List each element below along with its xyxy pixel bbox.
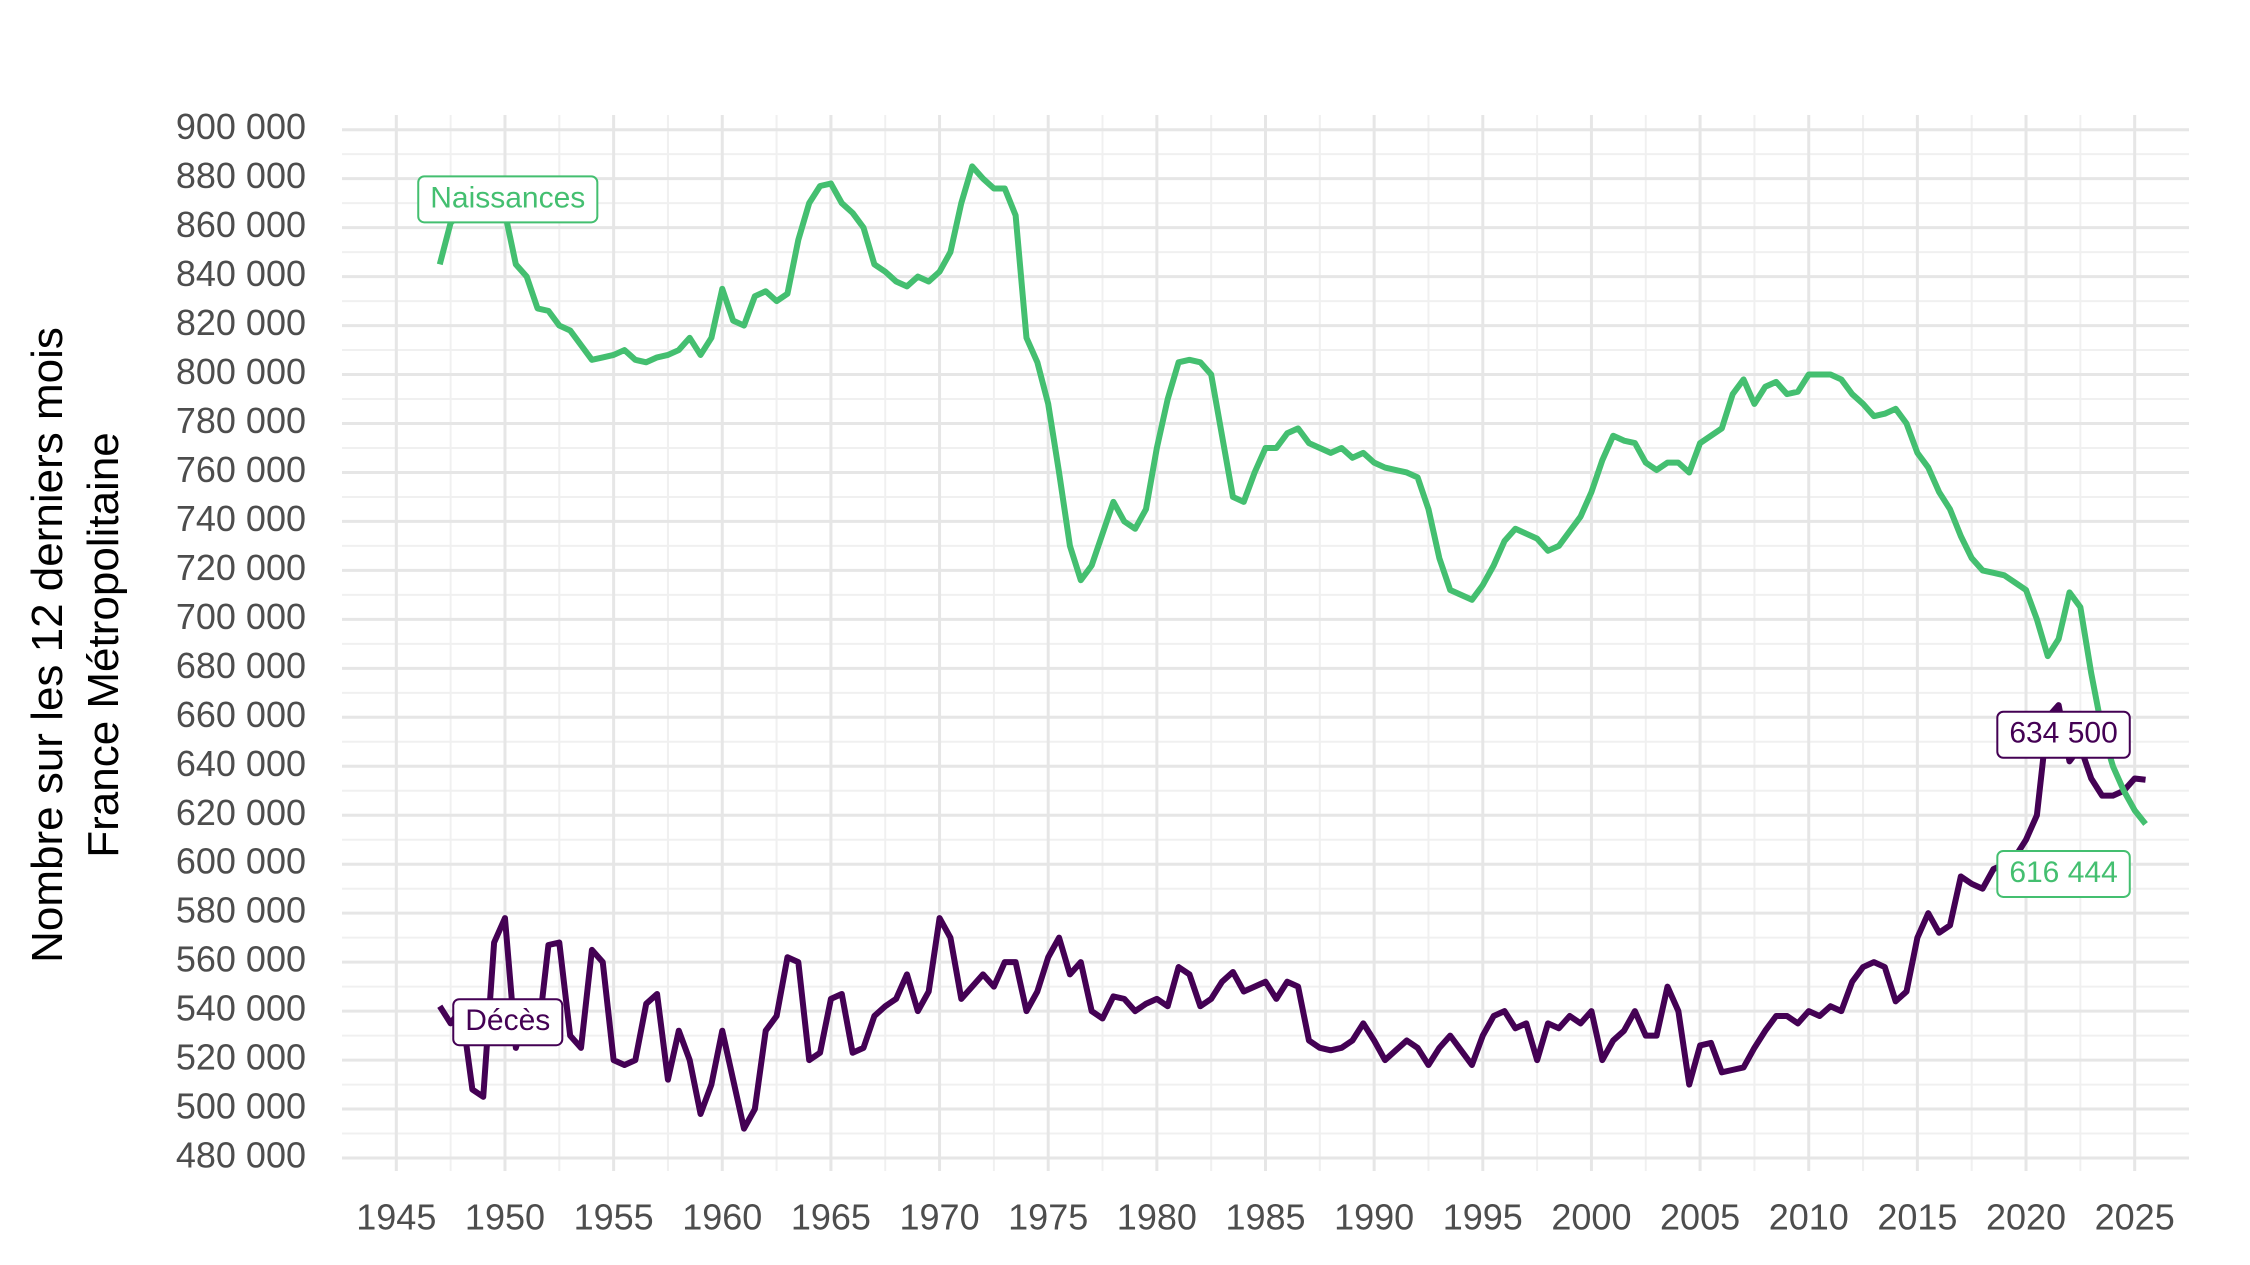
y-tick-label: 500 000 [176,1086,306,1127]
grid [342,115,2189,1171]
x-tick-label: 1985 [1225,1197,1305,1238]
x-tick-label: 1950 [465,1197,545,1238]
label-box [417,175,599,224]
y-tick-label: 580 000 [176,890,306,931]
y-tick-label: 480 000 [176,1135,306,1176]
x-tick-label: 2005 [1660,1197,1740,1238]
series-label: Décès [452,998,564,1047]
x-tick-label: 2015 [1877,1197,1957,1238]
y-tick-label: 540 000 [176,988,306,1029]
x-tick-label: 1970 [900,1197,980,1238]
y-axis-title: Nombre sur les 12 derniers mois [23,327,72,963]
series-line [436,163,2148,826]
y-tick-label: 880 000 [176,155,306,196]
labels: 480 000 500 000 520 000 540 000 560 000 580 0… [176,106,2175,1237]
x-tick-label: 2000 [1551,1197,1631,1238]
y-tick-label: 800 000 [176,351,306,392]
series-label: Naissances [417,175,599,224]
series-label-text: Décès [465,1004,550,1037]
y-axis-title: France Métropolitaine [79,432,128,858]
series-label: 634 500 [1996,710,2131,759]
y-tick-label: 720 000 [176,547,306,588]
y-tick-label: 840 000 [176,253,306,294]
x-tick-label: 1955 [574,1197,654,1238]
lines [436,163,2148,1132]
y-tick-label: 660 000 [176,694,306,735]
y-tick-label: 780 000 [176,400,306,441]
series-label-text: 616 444 [2009,856,2117,889]
y-tick-label: 740 000 [176,498,306,539]
x-tick-label: 2020 [1986,1197,2066,1238]
x-tick-label: 2010 [1769,1197,1849,1238]
label-box [1996,849,2131,898]
x-tick-label: 1965 [791,1197,871,1238]
series-line [437,702,2146,1132]
label-box [1996,710,2131,759]
series-label: 616 444 [1996,849,2131,898]
y-tick-label: 620 000 [176,792,306,833]
series-label-text: Naissances [430,181,585,214]
y-tick-label: 640 000 [176,743,306,784]
y-tick-label: 760 000 [176,449,306,490]
x-tick-label: 1990 [1334,1197,1414,1238]
x-tick-label: 1980 [1117,1197,1197,1238]
x-tick-label: 1975 [1008,1197,1088,1238]
y-tick-label: 700 000 [176,596,306,637]
label-box [452,998,564,1047]
y-tick-label: 680 000 [176,645,306,686]
series-label-text: 634 500 [2009,717,2117,750]
x-tick-label: 1995 [1443,1197,1523,1238]
y-tick-label: 900 000 [176,106,306,147]
x-tick-label: 1945 [356,1197,436,1238]
y-tick-label: 820 000 [176,302,306,343]
y-tick-label: 560 000 [176,939,306,980]
y-tick-label: 860 000 [176,204,306,245]
x-tick-label: 2025 [2095,1197,2175,1238]
y-tick-label: 600 000 [176,841,306,882]
y-tick-label: 520 000 [176,1037,306,1078]
x-tick-label: 1960 [682,1197,762,1238]
